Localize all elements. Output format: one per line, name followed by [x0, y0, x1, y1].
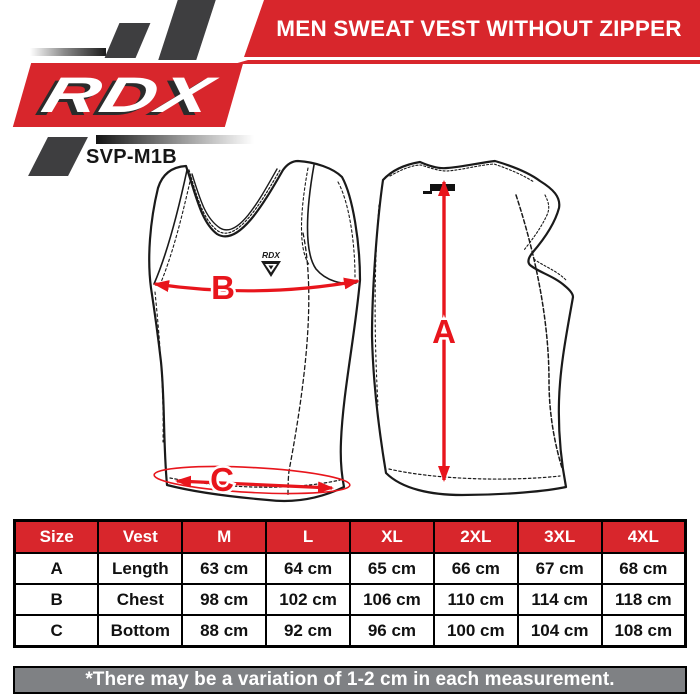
chest-measure-arrow — [153, 277, 360, 293]
value-cell: 104 cm — [516, 614, 603, 648]
gradient-stripe-top — [30, 48, 106, 56]
size-cell: A — [13, 552, 100, 585]
value-cell: 100 cm — [432, 614, 519, 648]
column-header-xl: XL — [349, 519, 435, 554]
page-title: MEN SWEAT VEST WITHOUT ZIPPER — [276, 15, 682, 41]
size-chart-table: Size Vest M L XL 2XL 3XL 4XL A Length 63… — [13, 519, 687, 648]
value-cell: 63 cm — [181, 552, 268, 585]
value-cell: 66 cm — [432, 552, 519, 585]
column-header-m: M — [181, 519, 268, 554]
title-banner: MEN SWEAT VEST WITHOUT ZIPPER — [244, 0, 700, 57]
value-cell: 68 cm — [600, 552, 687, 585]
vest-back-view — [370, 159, 575, 497]
rdx-logo: RDX — [12, 63, 244, 127]
column-header-4xl: 4XL — [600, 519, 687, 554]
value-cell: 92 cm — [265, 614, 351, 648]
measure-label-c: C — [210, 461, 234, 498]
vest-front-view — [148, 159, 362, 503]
column-header-3xl: 3XL — [516, 519, 603, 554]
size-cell: C — [13, 614, 100, 648]
size-cell: B — [13, 583, 100, 616]
bottom-measure-arrow — [175, 475, 334, 494]
column-header-vest: Vest — [97, 519, 184, 554]
table-row-chest: B Chest 98 cm 102 cm 106 cm 110 cm 114 c… — [13, 583, 687, 616]
banner-underline — [234, 60, 700, 64]
chest-rdx-logo: RDX — [261, 250, 281, 277]
table-row-bottom: C Bottom 88 cm 92 cm 96 cm 100 cm 104 cm… — [13, 614, 687, 648]
value-cell: 98 cm — [181, 583, 268, 616]
table-row-length: A Length 63 cm 64 cm 65 cm 66 cm 67 cm 6… — [13, 552, 687, 585]
value-cell: 96 cm — [349, 614, 435, 648]
value-cell: 110 cm — [432, 583, 519, 616]
diagonal-stripe-large — [158, 0, 216, 60]
value-cell: 88 cm — [181, 614, 268, 648]
variation-note-bar: *There may be a variation of 1-2 cm in e… — [13, 666, 687, 694]
gradient-stripe-bottom — [96, 135, 254, 144]
column-header-l: L — [265, 519, 351, 554]
chest-logo-text: RDX — [262, 250, 281, 260]
column-header-size: Size — [13, 519, 100, 554]
value-cell: 67 cm — [516, 552, 603, 585]
value-cell: 118 cm — [600, 583, 687, 616]
value-cell: 65 cm — [349, 552, 435, 585]
rdx-logo-text: RDX — [35, 67, 221, 123]
vest-technical-drawing: RDX B A C — [148, 159, 575, 503]
measure-label-a: A — [432, 313, 456, 350]
measurement-arrows: B A C — [153, 180, 458, 501]
diagonal-stripe-small — [104, 23, 151, 58]
measure-cell: Bottom — [97, 614, 184, 648]
value-cell: 108 cm — [600, 614, 687, 648]
value-cell: 114 cm — [516, 583, 603, 616]
value-cell: 106 cm — [349, 583, 435, 616]
measure-cell: Chest — [97, 583, 184, 616]
model-number: SVP-M1B — [86, 146, 178, 168]
table-header-row: Size Vest M L XL 2XL 3XL 4XL — [13, 519, 687, 554]
value-cell: 102 cm — [265, 583, 351, 616]
column-header-2xl: 2XL — [432, 519, 519, 554]
measure-cell: Length — [97, 552, 184, 585]
variation-note-text: *There may be a variation of 1-2 cm in e… — [85, 669, 615, 690]
measure-label-b: B — [211, 269, 235, 306]
value-cell: 64 cm — [265, 552, 351, 585]
